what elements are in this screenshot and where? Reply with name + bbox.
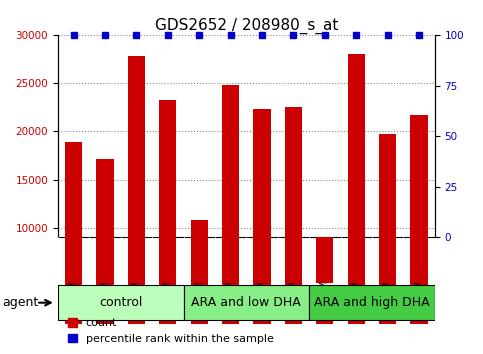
Bar [97,237,114,283]
Bar [65,237,82,283]
Text: GSM149878: GSM149878 [163,239,173,303]
Text: GSM149885: GSM149885 [383,239,393,303]
Bar [222,85,239,324]
Bar [159,100,176,324]
Bar [348,237,365,283]
Text: GSM149884: GSM149884 [351,239,361,303]
Bar [309,285,435,320]
Bar [58,285,184,320]
Bar [285,108,302,324]
Bar [379,237,396,283]
Legend: count, percentile rank within the sample: count, percentile rank within the sample [64,314,278,348]
Bar [191,237,208,283]
Bar [191,220,208,324]
Text: GSM149880: GSM149880 [226,239,236,303]
Bar [316,237,333,283]
Text: GSM149875: GSM149875 [69,239,79,303]
Text: GSM149883: GSM149883 [320,239,330,303]
Bar [128,56,145,324]
Title: GDS2652 / 208980_s_at: GDS2652 / 208980_s_at [155,18,338,34]
Text: GSM149881: GSM149881 [257,239,267,303]
Bar [65,142,82,324]
Text: GSM149877: GSM149877 [131,239,142,303]
Bar [411,115,427,324]
Text: GSM149886: GSM149886 [414,239,424,303]
Bar [222,237,239,283]
Bar [411,237,427,283]
Bar [254,237,270,283]
Text: control: control [99,296,142,309]
Bar [285,237,302,283]
Text: GSM149876: GSM149876 [100,239,110,303]
Bar [379,135,396,324]
Text: ARA and high DHA: ARA and high DHA [314,296,430,309]
Bar [254,109,270,324]
Text: ARA and low DHA: ARA and low DHA [191,296,301,309]
Text: agent: agent [2,296,39,309]
Bar [97,159,114,324]
Bar [128,237,145,283]
Text: GSM149879: GSM149879 [194,239,204,303]
Bar [316,315,333,324]
Bar [184,285,309,320]
Bar [159,237,176,283]
Text: GSM149882: GSM149882 [288,239,298,303]
Bar [348,54,365,324]
